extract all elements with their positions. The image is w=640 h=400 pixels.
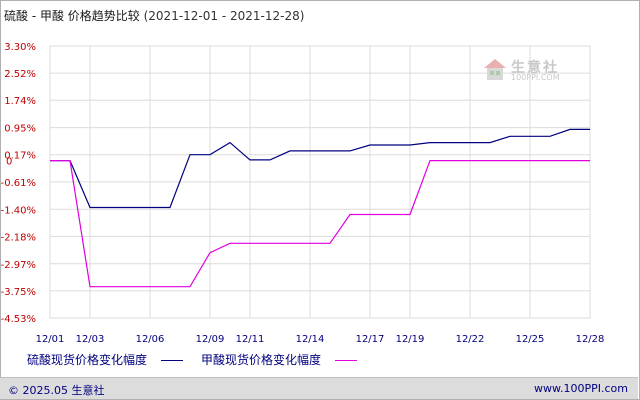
- x-tick-label: 12/22: [456, 334, 485, 345]
- y-tick-label: -2.97%: [1, 260, 36, 271]
- y-tick-label: 1.74%: [4, 96, 36, 107]
- legend-item-formic: 甲酸现货价格变化幅度: [201, 351, 357, 368]
- legend-swatch-formic: [334, 360, 357, 361]
- x-tick-label: 12/17: [356, 334, 385, 345]
- x-tick-label: 12/28: [576, 334, 605, 345]
- x-tick-label: 12/14: [296, 334, 325, 345]
- x-tick-label: 12/03: [76, 334, 105, 345]
- y-tick-label: -3.75%: [1, 287, 36, 298]
- series-line-sulfuric: [50, 128, 590, 209]
- legend-label-sulfuric: 硫酸现货价格变化幅度: [27, 353, 148, 367]
- y-tick-label: -2.18%: [1, 232, 36, 243]
- y-tick-label: -1.40%: [1, 205, 36, 216]
- x-tick-label: 12/01: [36, 334, 65, 345]
- x-tick-label: 12/06: [136, 334, 165, 345]
- footer-site-link[interactable]: www.100PPI.com: [534, 382, 628, 395]
- watermark-logo: 生意社 100PPI.COM: [483, 55, 593, 85]
- legend-label-formic: 甲酸现货价格变化幅度: [201, 353, 322, 367]
- chart-title: 硫酸 - 甲酸 价格趋势比较 (2021-12-01 - 2021-12-28): [4, 7, 304, 24]
- x-tick-label: 12/09: [196, 334, 225, 345]
- y-tick-label: -0.61%: [1, 178, 36, 189]
- x-tick-label: 12/25: [516, 334, 545, 345]
- title-text: 硫酸 - 甲酸 价格趋势比较: [4, 9, 140, 23]
- date-range: (2021-12-01 - 2021-12-28): [143, 9, 305, 23]
- legend-item-sulfuric: 硫酸现货价格变化幅度: [27, 351, 183, 368]
- y-zero-label: 0: [6, 157, 12, 168]
- y-tick-label: 0.95%: [4, 124, 36, 135]
- legend-swatch-sulfuric: [160, 360, 183, 361]
- house-icon: [484, 59, 506, 80]
- y-tick-label: 3.30%: [4, 42, 36, 53]
- watermark-name: 生意社: [511, 60, 559, 76]
- y-tick-label: 0.17%: [4, 151, 36, 162]
- y-tick-label: 2.52%: [4, 69, 36, 80]
- watermark-url: 100PPI.COM: [511, 73, 560, 82]
- y-tick-label: -4.53%: [1, 314, 36, 325]
- x-tick-label: 12/11: [236, 334, 265, 345]
- footer-bar: © 2025.05 生意社 www.100PPI.com: [0, 377, 638, 399]
- x-tick-label: 12/19: [396, 334, 425, 345]
- series-line-formic: [50, 160, 590, 288]
- footer-copyright: © 2025.05 生意社: [8, 384, 105, 397]
